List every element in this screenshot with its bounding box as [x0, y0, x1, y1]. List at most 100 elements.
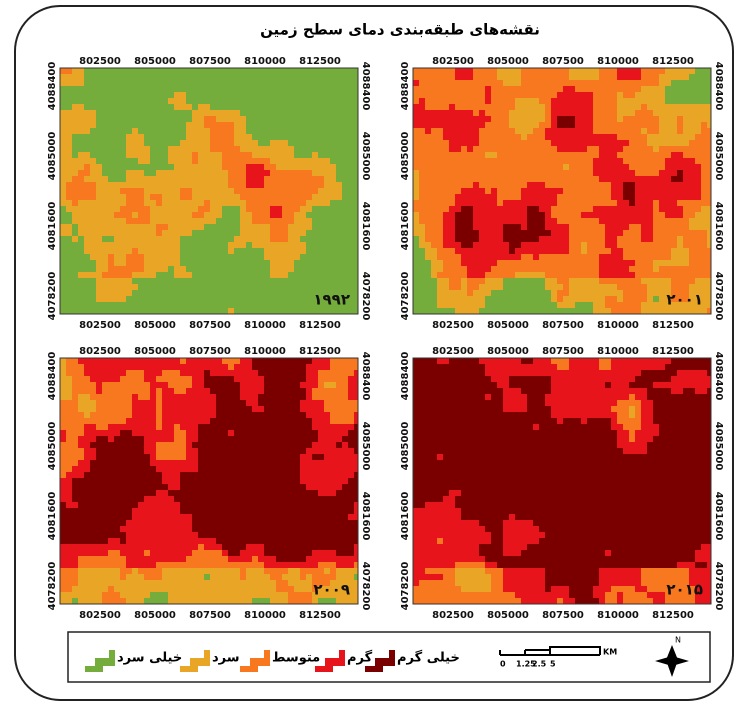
map-cell: [330, 290, 336, 296]
map-cell: [707, 146, 711, 152]
map-cell: [78, 382, 84, 388]
map-cell: [240, 284, 246, 290]
map-cell: [629, 98, 635, 104]
map-cell: [252, 164, 258, 170]
map-cell: [288, 448, 294, 454]
map-cell: [677, 140, 683, 146]
map-cell: [683, 110, 689, 116]
map-cell: [629, 146, 635, 152]
map-cell: [204, 442, 210, 448]
map-cell: [150, 394, 156, 400]
map-cell: [102, 152, 108, 158]
map-cell: [252, 230, 258, 236]
map-cell: [138, 110, 144, 116]
map-cell: [599, 146, 605, 152]
map-cell: [587, 170, 593, 176]
map-cell: [419, 230, 425, 236]
map-cell: [174, 194, 180, 200]
map-cell: [168, 152, 174, 158]
map-cell: [354, 80, 358, 86]
map-cell: [228, 400, 234, 406]
map-cell: [114, 302, 120, 308]
map-cell: [413, 182, 419, 188]
map-cell: [575, 218, 581, 224]
map-cell: [581, 290, 587, 296]
map-cell: [479, 146, 485, 152]
map-cell: [228, 308, 234, 314]
map-cell: [677, 152, 683, 158]
map-cell: [264, 122, 270, 128]
map-cell: [234, 182, 240, 188]
map-cell: [132, 424, 138, 430]
map-cell: [252, 86, 258, 92]
map-cell: [168, 158, 174, 164]
map-cell: [60, 400, 66, 406]
map-cell: [563, 254, 569, 260]
map-cell: [156, 388, 162, 394]
map-cell: [473, 206, 479, 212]
map-cell: [491, 182, 497, 188]
map-cell: [701, 224, 707, 230]
map-cell: [246, 134, 252, 140]
map-cell: [234, 266, 240, 272]
map-cell: [336, 86, 342, 92]
map-cell: [593, 266, 599, 272]
map-cell: [192, 92, 198, 98]
map-cell: [102, 86, 108, 92]
map-cell: [192, 140, 198, 146]
map-cell: [120, 92, 126, 98]
map-cell: [659, 308, 665, 314]
map-cell: [617, 164, 623, 170]
map-cell: [659, 80, 665, 86]
map-cell: [671, 104, 677, 110]
map-cell: [276, 218, 282, 224]
map-cell: [288, 394, 294, 400]
map-cell: [467, 188, 473, 194]
map-cell: [683, 164, 689, 170]
map-cell: [324, 128, 330, 134]
map-cell: [222, 98, 228, 104]
map-cell: [497, 224, 503, 230]
map-cell: [150, 400, 156, 406]
map-cell: [431, 104, 437, 110]
map-cell: [192, 164, 198, 170]
map-cell: [114, 406, 120, 412]
map-cell: [473, 194, 479, 200]
map-cell: [336, 290, 342, 296]
map-cell: [515, 212, 521, 218]
map-cell: [330, 80, 336, 86]
map-cell: [569, 110, 575, 116]
map-cell: [569, 242, 575, 248]
map-cell: [60, 68, 66, 74]
map-cell: [138, 272, 144, 278]
map-cell: [629, 152, 635, 158]
map-cell: [240, 86, 246, 92]
map-cell: [228, 370, 234, 376]
map-cell: [641, 188, 647, 194]
map-cell: [348, 218, 354, 224]
map-cell: [515, 92, 521, 98]
map-cell: [114, 218, 120, 224]
map-cell: [120, 146, 126, 152]
map-cell: [210, 116, 216, 122]
map-cell: [204, 128, 210, 134]
map-cell: [521, 80, 527, 86]
map-cell: [479, 260, 485, 266]
map-cell: [222, 194, 228, 200]
map-cell: [108, 122, 114, 128]
map-cell: [174, 400, 180, 406]
map-cell: [300, 448, 306, 454]
map-cell: [246, 206, 252, 212]
map-cell: [90, 406, 96, 412]
map-cell: [563, 266, 569, 272]
map-cell: [545, 290, 551, 296]
map-cell: [180, 140, 186, 146]
map-cell: [120, 442, 126, 448]
map-cell: [443, 230, 449, 236]
map-cell: [90, 86, 96, 92]
map-cell: [186, 92, 192, 98]
map-cell: [222, 236, 228, 242]
map-cell: [204, 400, 210, 406]
map-cell: [647, 182, 653, 188]
map-cell: [300, 236, 306, 242]
